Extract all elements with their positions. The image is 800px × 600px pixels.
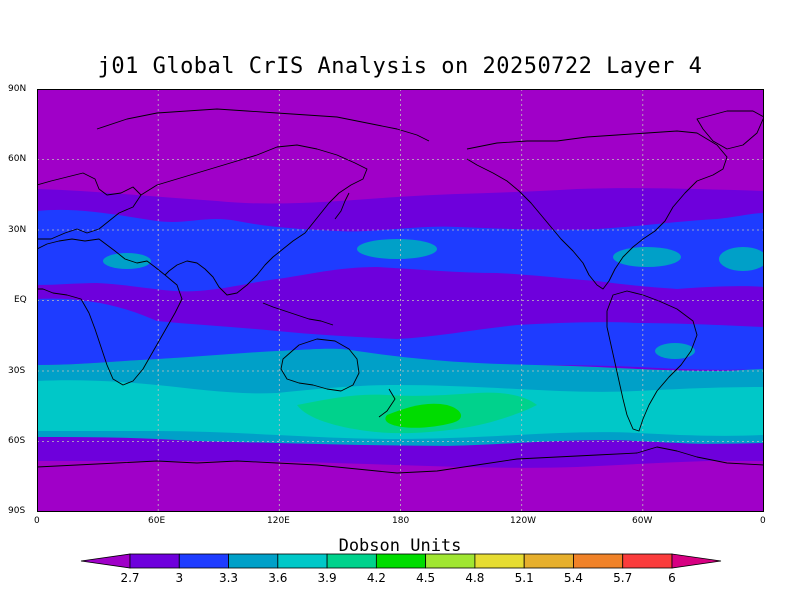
ozone-map — [37, 89, 764, 512]
lat-label-30n: 30N — [8, 225, 27, 235]
coastline-antarctica — [37, 446, 764, 474]
contour-band-3-0-tropical — [157, 294, 764, 335]
coastline-south-america — [606, 290, 698, 432]
colorbar-title: Dobson Units — [338, 536, 462, 556]
colorbar-segment — [425, 553, 476, 569]
colorbar-segment — [375, 553, 427, 569]
lon-label-60e: 60E — [148, 516, 166, 526]
lat-label-60s: 60S — [8, 436, 26, 446]
lon-label-120w: 120W — [510, 516, 537, 526]
coastline-japan — [334, 192, 350, 220]
colorbar-segment-max — [671, 553, 722, 569]
colorbar-segment — [474, 553, 525, 569]
coastlines — [37, 108, 764, 474]
colorbar-segment — [326, 553, 377, 569]
contour-band-3-6-namerica — [613, 247, 681, 267]
colorbar-segment — [228, 553, 279, 569]
colorbar-segment-min — [80, 553, 131, 569]
colorbar-tick-label: 6 — [668, 571, 676, 585]
coastline-new-zealand — [378, 388, 396, 418]
colorbar-tick-label: 4.5 — [416, 571, 436, 585]
colorbar-tick-label: 5.7 — [613, 571, 633, 585]
colorbar — [80, 553, 722, 569]
contour-band-3-6-atlantic — [719, 247, 764, 271]
lon-label-0-east: 0 — [760, 516, 766, 526]
lat-label-90n: 90N — [8, 84, 27, 94]
colorbar-tick-label: 3.6 — [268, 571, 288, 585]
contour-band-3-6-pacific — [357, 239, 437, 259]
colorbar-tick-label: 3 — [175, 571, 184, 585]
coastline-africa — [37, 238, 183, 386]
contour-band-3-6-brazil — [655, 343, 695, 359]
colorbar-tick-label: 5.4 — [563, 571, 583, 585]
lat-label-90s: 90S — [8, 506, 26, 516]
lat-label-30s: 30S — [8, 366, 26, 376]
coastline-australia — [280, 338, 360, 392]
map-panel — [37, 89, 764, 512]
coastline-arctic — [96, 108, 430, 142]
colorbar-tick-label: 3.9 — [317, 571, 337, 585]
colorbar-tick-label: 4.2 — [366, 571, 386, 585]
colorbar-segment — [129, 553, 180, 569]
colorbar-tick-label: 2.7 — [120, 571, 140, 585]
lon-label-180: 180 — [392, 516, 410, 526]
coastline-greenland — [696, 110, 764, 150]
colorbar-segment — [573, 553, 624, 569]
colorbar-segment — [622, 553, 673, 569]
lat-label-60n: 60N — [8, 154, 27, 164]
lon-label-60w: 60W — [632, 516, 653, 526]
colorbar-segment — [523, 553, 574, 569]
colorbar-tick-label: 3.3 — [218, 571, 239, 585]
colorbar-segment — [178, 553, 229, 569]
lon-label-0: 0 — [34, 516, 40, 526]
map-title: j01 Global CrIS Analysis on 20250722 Lay… — [97, 54, 703, 79]
graticule — [37, 89, 764, 512]
colorbar-tick-label: 4.8 — [465, 571, 485, 585]
lat-label-eq: EQ — [14, 295, 27, 305]
contour-band-3-3-south — [37, 298, 764, 370]
colorbar-segment — [277, 553, 328, 569]
coastline-indonesia — [262, 302, 334, 326]
lon-label-120e: 120E — [267, 516, 290, 526]
contour-band-4-5 — [385, 403, 462, 428]
colorbar-tick-label: 5.1 — [514, 571, 534, 585]
coastline-asia — [140, 144, 368, 296]
contour-band-3-6-arabia — [103, 253, 151, 269]
coastline-north-america — [466, 130, 728, 290]
